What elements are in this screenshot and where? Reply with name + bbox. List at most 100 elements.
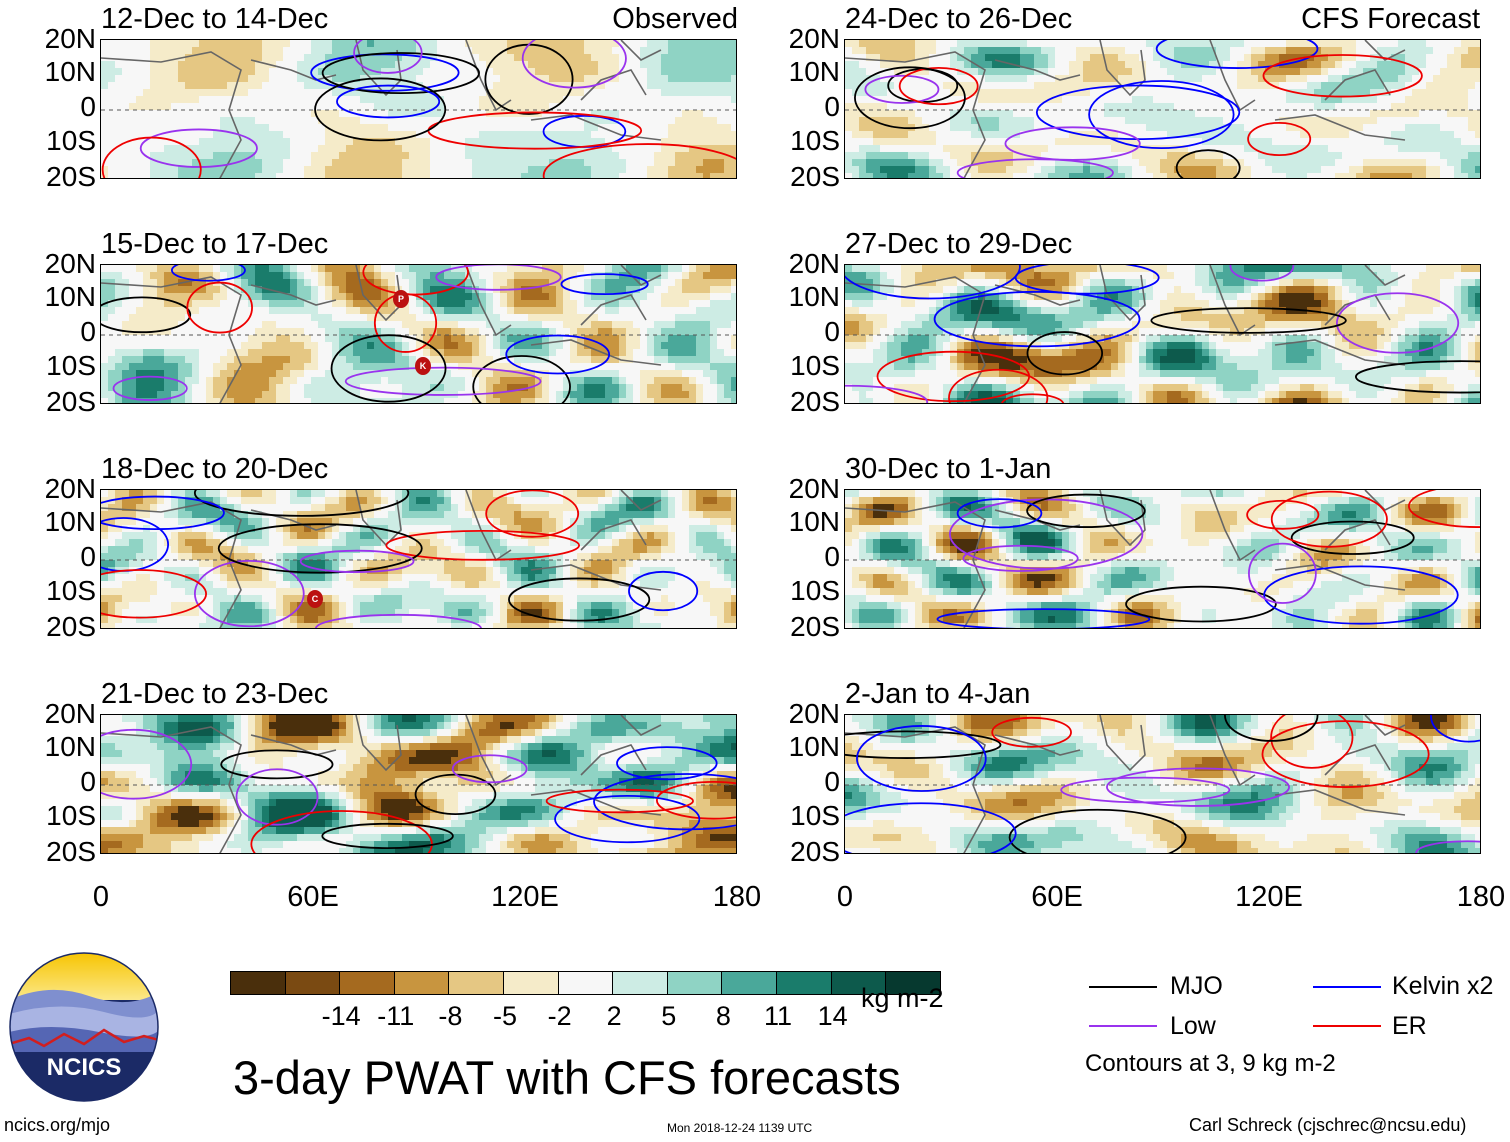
y-tick-label: 0 [80, 316, 96, 347]
y-tick-label: 10N [788, 56, 840, 87]
y-tick-label: 10N [788, 731, 840, 762]
map-panel-2 [100, 264, 737, 404]
y-tick-label: 20N [44, 473, 96, 504]
logo-wordmark: NCICS [47, 1054, 122, 1081]
colorbar-swatch [885, 971, 941, 995]
anomaly-field [845, 490, 1480, 628]
y-tick-label: 10S [46, 800, 96, 831]
panel-title-8: 2-Jan to 4-Jan [845, 678, 1031, 710]
anomaly-field [101, 265, 736, 403]
colorbar-tick-label: 14 [817, 1001, 848, 1031]
y-tick-label: 10S [790, 350, 840, 381]
y-tick-label: 0 [824, 316, 840, 347]
y-tick-label: 0 [80, 541, 96, 572]
x-tick-120e-left: 120E [491, 881, 559, 913]
x-tick-60e-right: 60E [1031, 881, 1083, 913]
colorbar-tick-label: 8 [715, 1001, 731, 1031]
colorbar-units: kg m-2 [861, 983, 944, 1013]
colorbar-tick-label: -2 [547, 1001, 572, 1031]
colorbar-swatch [339, 971, 395, 995]
panel-label-forecast: CFS Forecast [1301, 3, 1480, 35]
colorbar-tick-label: -11 [377, 1001, 415, 1031]
anomaly-field [101, 490, 736, 628]
panel-title-2: 15-Dec to 17-Dec [101, 228, 329, 260]
y-tick-label: 10N [44, 731, 96, 762]
y-tick-label: 10S [790, 125, 840, 156]
y-tick-label: 0 [824, 766, 840, 797]
y-tick-label: 20N [788, 23, 840, 54]
y-tick-label: 10S [46, 350, 96, 381]
y-tick-label: 0 [824, 91, 840, 122]
y-tick-label: 20S [790, 836, 840, 867]
y-tick-label: 20S [790, 161, 840, 192]
colorbar-swatch [503, 971, 559, 995]
legend-label-kelvin: Kelvin x2 [1392, 972, 1494, 1000]
anomaly-field [845, 265, 1480, 403]
footer-timestamp: Mon 2018-12-24 1139 UTC [667, 1121, 813, 1135]
storm-marker-p: P [393, 290, 409, 308]
y-tick-label: 20S [790, 611, 840, 642]
colorbar-swatch [448, 971, 504, 995]
colorbar-tick-label: -14 [321, 1001, 361, 1031]
colorbar-tick-label: 5 [661, 1001, 677, 1031]
legend-line-low [1089, 1025, 1157, 1027]
map-panel-7 [844, 489, 1481, 629]
y-tick-label: 20N [44, 248, 96, 279]
x-tick-60e-left: 60E [287, 881, 339, 913]
colorbar-swatch [776, 971, 832, 995]
y-tick-label: 20S [46, 386, 96, 417]
y-tick-label: 10N [788, 281, 840, 312]
y-tick-label: 10S [46, 575, 96, 606]
colorbar-swatch [612, 971, 668, 995]
panel-label-observed: Observed [612, 3, 738, 35]
colorbar-tick-label: 11 [763, 1001, 793, 1031]
map-panel-5 [844, 39, 1481, 179]
y-tick-label: 20N [788, 248, 840, 279]
anomaly-field [845, 715, 1480, 853]
y-tick-label: 0 [824, 541, 840, 572]
y-tick-label: 20N [788, 698, 840, 729]
panel-title-6: 27-Dec to 29-Dec [845, 228, 1073, 260]
y-tick-label: 20S [46, 836, 96, 867]
y-tick-label: 10S [46, 125, 96, 156]
panel-title-1: 12-Dec to 14-Dec [101, 3, 329, 35]
y-tick-label: 10N [44, 56, 96, 87]
anomaly-field [845, 40, 1480, 178]
colorbar-swatch [557, 971, 614, 995]
anomaly-field [101, 40, 736, 178]
colorbar-swatch [721, 971, 777, 995]
y-tick-label: 10S [790, 575, 840, 606]
x-tick-0-left: 0 [92, 881, 110, 913]
legend-line-mjo [1089, 986, 1157, 988]
main-title: 3-day PWAT with CFS forecasts [233, 1051, 901, 1104]
panel-title-4: 21-Dec to 23-Dec [101, 678, 329, 710]
legend-label-er: ER [1392, 1012, 1427, 1040]
colorbar-swatch [230, 971, 286, 995]
map-panel-3 [100, 489, 737, 629]
legend-line-kelvin [1313, 986, 1381, 988]
colorbar-swatch [393, 971, 450, 995]
y-tick-label: 20S [46, 611, 96, 642]
panel-title-7: 30-Dec to 1-Jan [845, 453, 1052, 485]
footer-author: Carl Schreck (cjschrec@ncsu.edu) [1189, 1115, 1467, 1135]
legend-label-mjo: MJO [1170, 972, 1223, 1000]
contours-note: Contours at 3, 9 kg m-2 [1085, 1050, 1336, 1077]
x-tick-180-right: 180 [1456, 881, 1506, 913]
y-tick-label: 20N [44, 23, 96, 54]
y-tick-label: 20S [46, 161, 96, 192]
ncics-logo: NCICS [9, 952, 159, 1102]
footer-url[interactable]: ncics.org/mjo [4, 1115, 111, 1135]
x-tick-0-right: 0 [836, 881, 854, 913]
y-tick-label: 10N [788, 506, 840, 537]
x-tick-180-left: 180 [712, 881, 762, 913]
anomaly-field [101, 715, 736, 853]
colorbar-tick-label: -8 [438, 1001, 463, 1031]
map-panel-8 [844, 714, 1481, 854]
storm-marker-k: K [415, 357, 431, 375]
y-tick-label: 0 [80, 766, 96, 797]
map-panel-4 [100, 714, 737, 854]
y-tick-label: 10S [790, 800, 840, 831]
y-tick-label: 20N [788, 473, 840, 504]
colorbar-swatch [666, 971, 723, 995]
panel-title-3: 18-Dec to 20-Dec [101, 453, 329, 485]
